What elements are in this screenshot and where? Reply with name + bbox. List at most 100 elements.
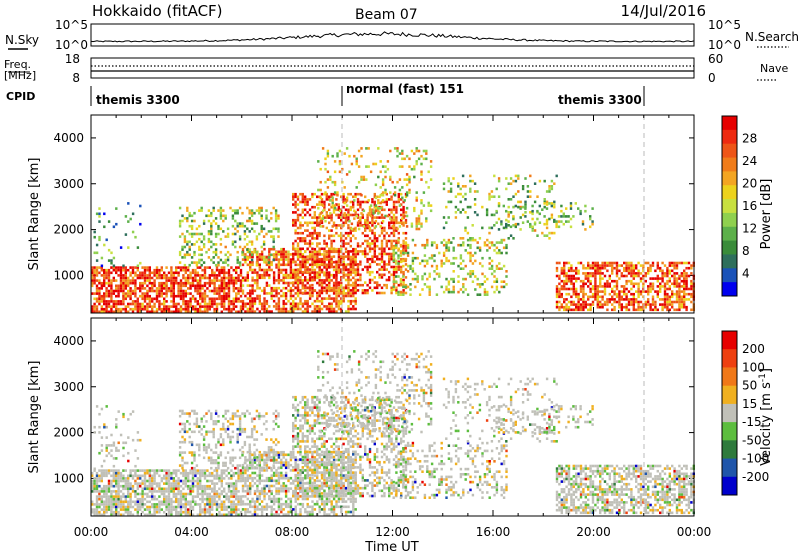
power-cell <box>225 297 228 301</box>
power-cell <box>304 255 307 259</box>
velocity-cell <box>194 479 197 483</box>
power-cell <box>119 268 123 272</box>
power-cell <box>223 279 226 282</box>
power-cell <box>420 178 423 181</box>
power-cell <box>671 282 674 286</box>
power-cell <box>127 246 130 249</box>
power-cell <box>219 243 223 246</box>
power-cell <box>332 221 336 225</box>
velocity-cell <box>203 492 207 496</box>
velocity-cell <box>148 482 151 485</box>
power-cell <box>376 283 379 287</box>
power-cell <box>449 187 453 191</box>
power-cell <box>280 253 283 256</box>
power-cell <box>340 211 343 214</box>
power-cell <box>107 281 111 285</box>
power-cell <box>265 261 268 264</box>
velocity-cell <box>100 479 103 483</box>
power-cell <box>651 295 655 299</box>
power-cell <box>155 271 159 275</box>
power-cell <box>95 300 99 303</box>
velocity-cell <box>163 474 166 478</box>
velocity-data-cells <box>91 350 695 517</box>
power-cell <box>292 299 295 303</box>
velocity-cell <box>179 471 183 475</box>
power-cell <box>124 307 127 311</box>
velocity-cell <box>201 474 204 478</box>
power-cell <box>364 252 367 256</box>
power-cell <box>272 286 276 290</box>
power-cell <box>567 261 571 265</box>
power-cell <box>112 289 115 293</box>
velocity-cell <box>112 495 115 498</box>
power-cell <box>189 276 192 280</box>
power-cell <box>364 221 367 225</box>
power-cell <box>452 249 455 252</box>
power-cell <box>589 279 592 283</box>
power-cell <box>340 257 343 261</box>
power-cell <box>324 219 327 223</box>
power-cell <box>668 298 671 301</box>
power-cell <box>95 284 99 288</box>
power-cell <box>514 204 517 208</box>
power-cell <box>402 293 405 296</box>
power-cell <box>335 289 338 292</box>
power-cell <box>301 305 305 308</box>
power-cell <box>385 200 388 204</box>
power-cell <box>366 200 369 204</box>
power-cell <box>452 237 455 240</box>
velocity-cell <box>203 469 207 472</box>
power-colorbar-swatch <box>722 129 737 145</box>
velocity-cell <box>170 477 173 480</box>
power-cell <box>211 297 214 301</box>
power-cell <box>611 298 614 301</box>
power-cell <box>594 285 597 288</box>
power-cell <box>388 252 391 256</box>
power-cell <box>115 300 118 303</box>
power-cell <box>615 282 619 286</box>
power-cell <box>582 300 585 304</box>
power-cell <box>647 285 650 288</box>
power-cell <box>529 195 532 198</box>
power-cell <box>223 287 226 290</box>
power-cell <box>402 291 405 295</box>
power-cell <box>390 244 393 248</box>
power-cell <box>199 284 202 288</box>
power-cell <box>194 268 197 272</box>
power-cell <box>553 231 556 235</box>
power-cell <box>107 274 111 277</box>
power-colorbar-swatch <box>722 185 737 200</box>
power-cell <box>182 300 185 303</box>
velocity-cell <box>153 505 156 509</box>
power-cell <box>623 266 626 270</box>
velocity-cell <box>151 503 154 506</box>
velocity-cell <box>170 484 173 488</box>
velocity-cell <box>158 503 161 506</box>
power-cell <box>485 213 489 217</box>
power-cell <box>642 303 645 306</box>
power-cell <box>354 286 357 290</box>
power-cell <box>275 289 278 293</box>
power-cell <box>203 281 207 285</box>
power-cell <box>190 227 194 231</box>
power-cell <box>220 271 223 275</box>
power-colorbar-swatch <box>722 212 737 228</box>
power-cell <box>471 254 475 257</box>
velocity-cell <box>122 479 125 483</box>
power-cell <box>620 308 623 312</box>
power-cell <box>567 292 571 296</box>
power-cell <box>408 178 411 181</box>
power-cell <box>325 283 328 287</box>
power-cell <box>611 303 614 306</box>
velocity-cell <box>196 513 199 517</box>
power-cell <box>606 261 609 265</box>
power-cell <box>490 259 494 263</box>
velocity-cell <box>160 477 163 480</box>
power-cell <box>615 300 619 304</box>
power-cell <box>344 231 348 235</box>
power-cell <box>354 283 357 287</box>
power-cell <box>385 239 388 243</box>
velocity-cell <box>194 484 197 488</box>
power-cell <box>402 200 405 204</box>
